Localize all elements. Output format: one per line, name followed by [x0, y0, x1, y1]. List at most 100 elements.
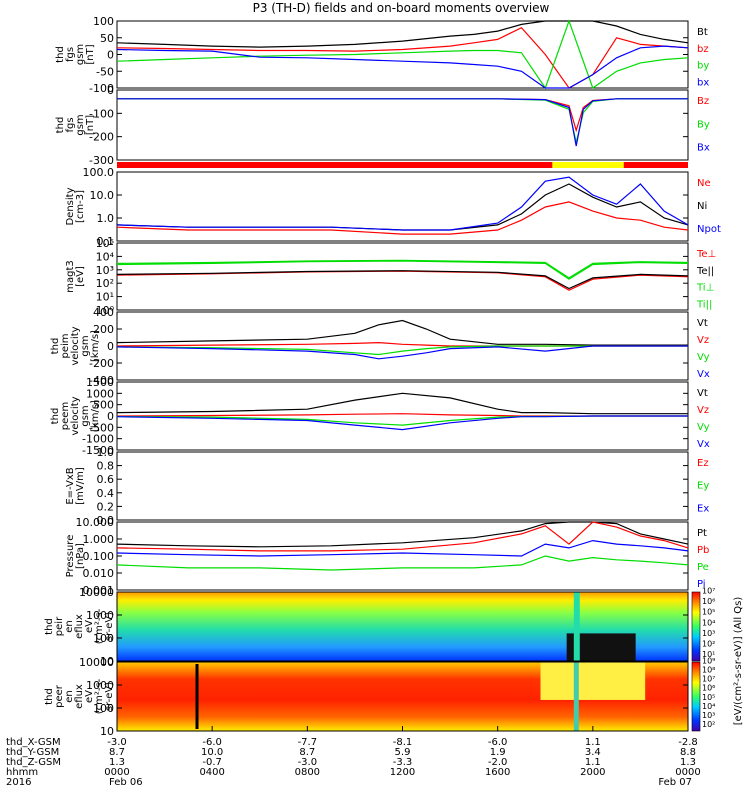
y-axis-label: eV	[84, 690, 95, 703]
y-axis-label: sr-eV)	[104, 612, 115, 641]
colorbar-tick-label: 10¹	[702, 650, 715, 659]
legend-entry: Ne	[697, 178, 711, 189]
y-axis-label: magt3	[65, 260, 76, 293]
ephemeris-value: 1.9	[490, 747, 506, 758]
colorbar-tick-label: 10⁶	[702, 597, 715, 606]
y-tick-label: 1.000	[83, 533, 115, 546]
y-tick-label: 1.0	[97, 446, 115, 459]
series-line-ve-2	[116, 415, 688, 426]
y-tick-label: 0	[107, 410, 114, 423]
panel-fgs: 100 50 0 -50 -100 thd fgs gsm [nT] Bt bz by bx	[55, 15, 709, 95]
y-tick-label: -1000	[82, 433, 114, 446]
panel-frame	[116, 591, 689, 662]
series-line-density-2	[116, 176, 689, 231]
y-tick-label: 1000	[86, 387, 114, 400]
status-bar-red	[623, 162, 688, 168]
ephemeris-value: 5.9	[395, 747, 411, 758]
y-axis-label: [nT]	[85, 44, 96, 64]
y-axis-label: [km/s]	[90, 330, 101, 362]
y-tick-label: 0.010	[83, 567, 115, 580]
colorbars: 10¹10²10³10⁴10⁵10⁶10⁷10²10³10⁴10⁵10⁶10⁷1…	[691, 587, 744, 732]
legend-entry: Ez	[697, 458, 709, 469]
panel-frame	[116, 451, 689, 521]
ephemeris-value: 1200	[390, 767, 415, 778]
y-tick-label: 10	[100, 725, 114, 738]
y-tick-label: 0.8	[97, 460, 115, 473]
y-axis-label: thd	[50, 408, 61, 425]
y-tick-label: 1000	[86, 679, 114, 692]
status-bar	[117, 162, 688, 168]
y-axis-label: Pressure	[65, 535, 76, 578]
series-line-fgs-1	[116, 26, 689, 89]
legend-entry: Ti⊥	[696, 283, 714, 294]
status-bar-yellow	[552, 162, 624, 168]
colorbar-tick-label: 10⁴	[702, 618, 715, 627]
ephemeris-row-label: thd_Z-GSM	[6, 757, 61, 768]
ephemeris-value: -7.7	[298, 737, 318, 748]
ephemeris-value: 1.1	[585, 737, 601, 748]
colorbar-tick-label: 10⁷	[702, 675, 715, 684]
panel-frame	[116, 521, 689, 591]
y-tick-label: 1500	[86, 376, 114, 389]
legend-entry: Vx	[697, 369, 710, 380]
chart-title: P3 (TH-D) fields and on-board moments ov…	[253, 1, 550, 15]
colorbar-ion	[691, 591, 701, 662]
colorbar-ele	[691, 661, 701, 732]
y-tick-label: 10⁵	[96, 237, 114, 250]
status-bar-red	[117, 162, 553, 168]
panel-pressure: 10.000 1.000 0.100 0.010 0.001 Pressure [nPa] P…	[65, 516, 709, 597]
legend-entry: Ey	[697, 481, 709, 492]
y-axis-label: eflux	[74, 684, 85, 709]
legend-entry: Pb	[697, 545, 709, 556]
colorbar-tick-label: 10³	[702, 711, 715, 720]
y-tick-label: 10000	[79, 586, 114, 599]
ephemeris-value: -3.0	[107, 737, 127, 748]
legend-entry: Vx	[697, 439, 710, 450]
y-axis-label: [nPa]	[75, 543, 86, 569]
ephemeris-value: -6.0	[202, 737, 222, 748]
y-tick-label: 10⁴	[96, 250, 115, 263]
ephemeris-row-label: thd_X-GSM	[6, 737, 61, 748]
ephemeris-value: -3.3	[393, 757, 413, 768]
y-tick-label: 500	[93, 399, 114, 412]
y-tick-label: 0.4	[97, 487, 115, 500]
legend-entry: Pi	[697, 579, 706, 590]
legend-entry: Bt	[697, 27, 708, 38]
ephemeris-value: -3.0	[298, 757, 318, 768]
legend-entry: Pt	[697, 528, 707, 539]
ephemeris-value: 0400	[199, 767, 224, 778]
y-tick-label: 0	[107, 340, 114, 353]
y-tick-label: 0	[107, 49, 114, 62]
y-tick-label: -400	[89, 374, 114, 387]
ephemeris-value: -2.0	[488, 757, 508, 768]
series-line-vi-3	[116, 345, 688, 360]
y-axis-label: (cm²-s-	[94, 608, 105, 644]
spectrogram-gap	[195, 664, 199, 729]
spectrogram-region	[540, 662, 646, 700]
series-line-temp-2	[116, 260, 689, 280]
y-tick-label: 10¹	[96, 291, 114, 304]
legend-entry: Ti||	[696, 299, 712, 310]
series-line-density-0	[116, 201, 689, 235]
legend-entry: Vz	[697, 335, 709, 346]
series-line-pressure-3	[116, 539, 689, 557]
y-axis-label: velocity	[70, 396, 81, 435]
colorbar-tick-label: 10⁵	[702, 608, 715, 617]
y-tick-label: 0.1	[97, 235, 115, 248]
panel-vi: 400 200 0 -200 -400 thd peim velocity gsm [km/s] V…	[50, 306, 710, 387]
ephemeris-row-label: 2016	[6, 777, 31, 788]
y-tick-label: -100	[89, 82, 114, 95]
ephemeris-value: -8.1	[393, 737, 413, 748]
y-axis-label: velocity	[70, 326, 81, 365]
y-tick-label: 0.6	[97, 473, 115, 486]
y-axis-label: [mV/m]	[75, 467, 86, 505]
y-tick-label: 100	[93, 702, 114, 715]
legend-entry: Te||	[696, 266, 714, 277]
legend-entry: Vy	[697, 422, 710, 433]
series-line-density-1	[116, 183, 689, 231]
spectrogram-stripe	[573, 592, 580, 661]
y-axis-label: [eV]	[75, 266, 86, 287]
y-tick-label: 1000	[86, 609, 114, 622]
y-axis-label: fgs	[65, 47, 76, 62]
